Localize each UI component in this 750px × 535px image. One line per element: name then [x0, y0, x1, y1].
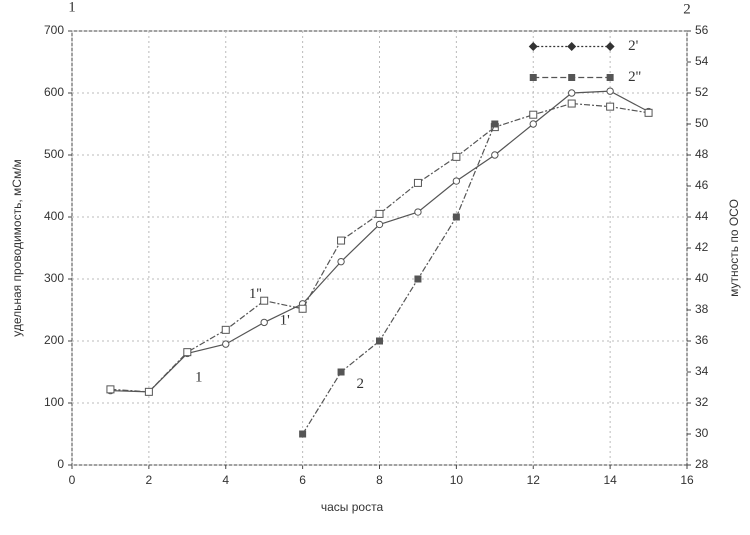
- x-tick-label: 14: [603, 473, 617, 487]
- y2-tick-label: 50: [695, 116, 709, 130]
- y2-tick-label: 34: [695, 364, 709, 378]
- y2-tick-label: 54: [695, 54, 709, 68]
- marker: [568, 74, 576, 81]
- x-tick-label: 10: [450, 473, 464, 487]
- curve-label: 2: [356, 376, 364, 392]
- marker: [644, 108, 653, 117]
- x-axis-label: часы роста: [321, 500, 384, 514]
- curve-label: 2': [628, 38, 639, 54]
- marker: [144, 387, 153, 396]
- marker: [183, 348, 192, 357]
- marker: [529, 120, 537, 128]
- series-line: [302, 123, 496, 435]
- y2-tick-label: 42: [695, 240, 709, 254]
- marker: [260, 296, 269, 305]
- marker: [605, 42, 615, 51]
- y2-axis-label: мутность по ОСО: [727, 199, 741, 297]
- marker: [106, 385, 115, 394]
- x-tick-label: 2: [146, 473, 153, 487]
- marker: [299, 430, 307, 438]
- x-tick-label: 16: [680, 473, 694, 487]
- right-axis-number: 2: [683, 1, 691, 17]
- y-tick-label: 700: [44, 23, 64, 37]
- marker: [337, 257, 345, 266]
- annotation: 1'': [249, 286, 262, 302]
- marker: [528, 42, 538, 51]
- marker: [260, 318, 268, 327]
- y2-tick-label: 52: [695, 85, 709, 99]
- y2-tick-label: 38: [695, 302, 709, 316]
- marker: [452, 213, 460, 221]
- marker: [337, 368, 345, 376]
- marker: [606, 87, 614, 95]
- marker: [606, 102, 615, 111]
- y2-tick-label: 28: [695, 457, 709, 471]
- marker: [452, 152, 461, 161]
- y2-tick-label: 48: [695, 147, 709, 161]
- y2-tick-label: 36: [695, 333, 709, 347]
- y2-tick-label: 44: [695, 209, 709, 223]
- left-axis-number: 1: [68, 0, 76, 15]
- marker: [452, 177, 461, 185]
- marker: [376, 337, 383, 345]
- y-tick-label: 500: [44, 147, 64, 161]
- marker: [298, 304, 307, 313]
- marker: [529, 74, 537, 81]
- y2-tick-label: 56: [695, 23, 709, 37]
- y2-tick-label: 32: [695, 395, 709, 409]
- marker: [413, 178, 422, 187]
- y-tick-label: 100: [44, 395, 64, 409]
- marker: [414, 208, 422, 216]
- y-tick-label: 200: [44, 333, 64, 347]
- y-axis-label: удельная проводимость, мСм/м: [10, 159, 24, 337]
- marker: [414, 275, 422, 283]
- y-tick-label: 0: [57, 457, 64, 471]
- curve-label: 1': [280, 313, 291, 329]
- x-tick-label: 6: [299, 473, 306, 487]
- marker: [337, 236, 346, 245]
- marker: [567, 89, 576, 97]
- y2-tick-label: 40: [695, 271, 709, 285]
- marker: [491, 120, 499, 128]
- y2-tick-label: 30: [695, 426, 709, 440]
- y2-tick-label: 46: [695, 178, 709, 192]
- x-tick-label: 4: [222, 473, 229, 487]
- marker: [529, 110, 538, 119]
- marker: [375, 209, 384, 218]
- marker: [491, 151, 499, 159]
- x-tick-label: 8: [376, 473, 383, 487]
- marker: [606, 74, 614, 81]
- marker: [567, 99, 576, 108]
- x-tick-label: 0: [69, 473, 76, 487]
- y-tick-label: 400: [44, 209, 64, 223]
- marker: [375, 220, 384, 229]
- marker: [222, 340, 230, 348]
- y-tick-label: 600: [44, 85, 64, 99]
- x-tick-label: 12: [527, 473, 541, 487]
- marker: [567, 42, 577, 51]
- curve-label: 1: [195, 370, 203, 386]
- curve-label: 2'': [628, 69, 641, 85]
- marker: [221, 325, 230, 334]
- y-tick-label: 300: [44, 271, 64, 285]
